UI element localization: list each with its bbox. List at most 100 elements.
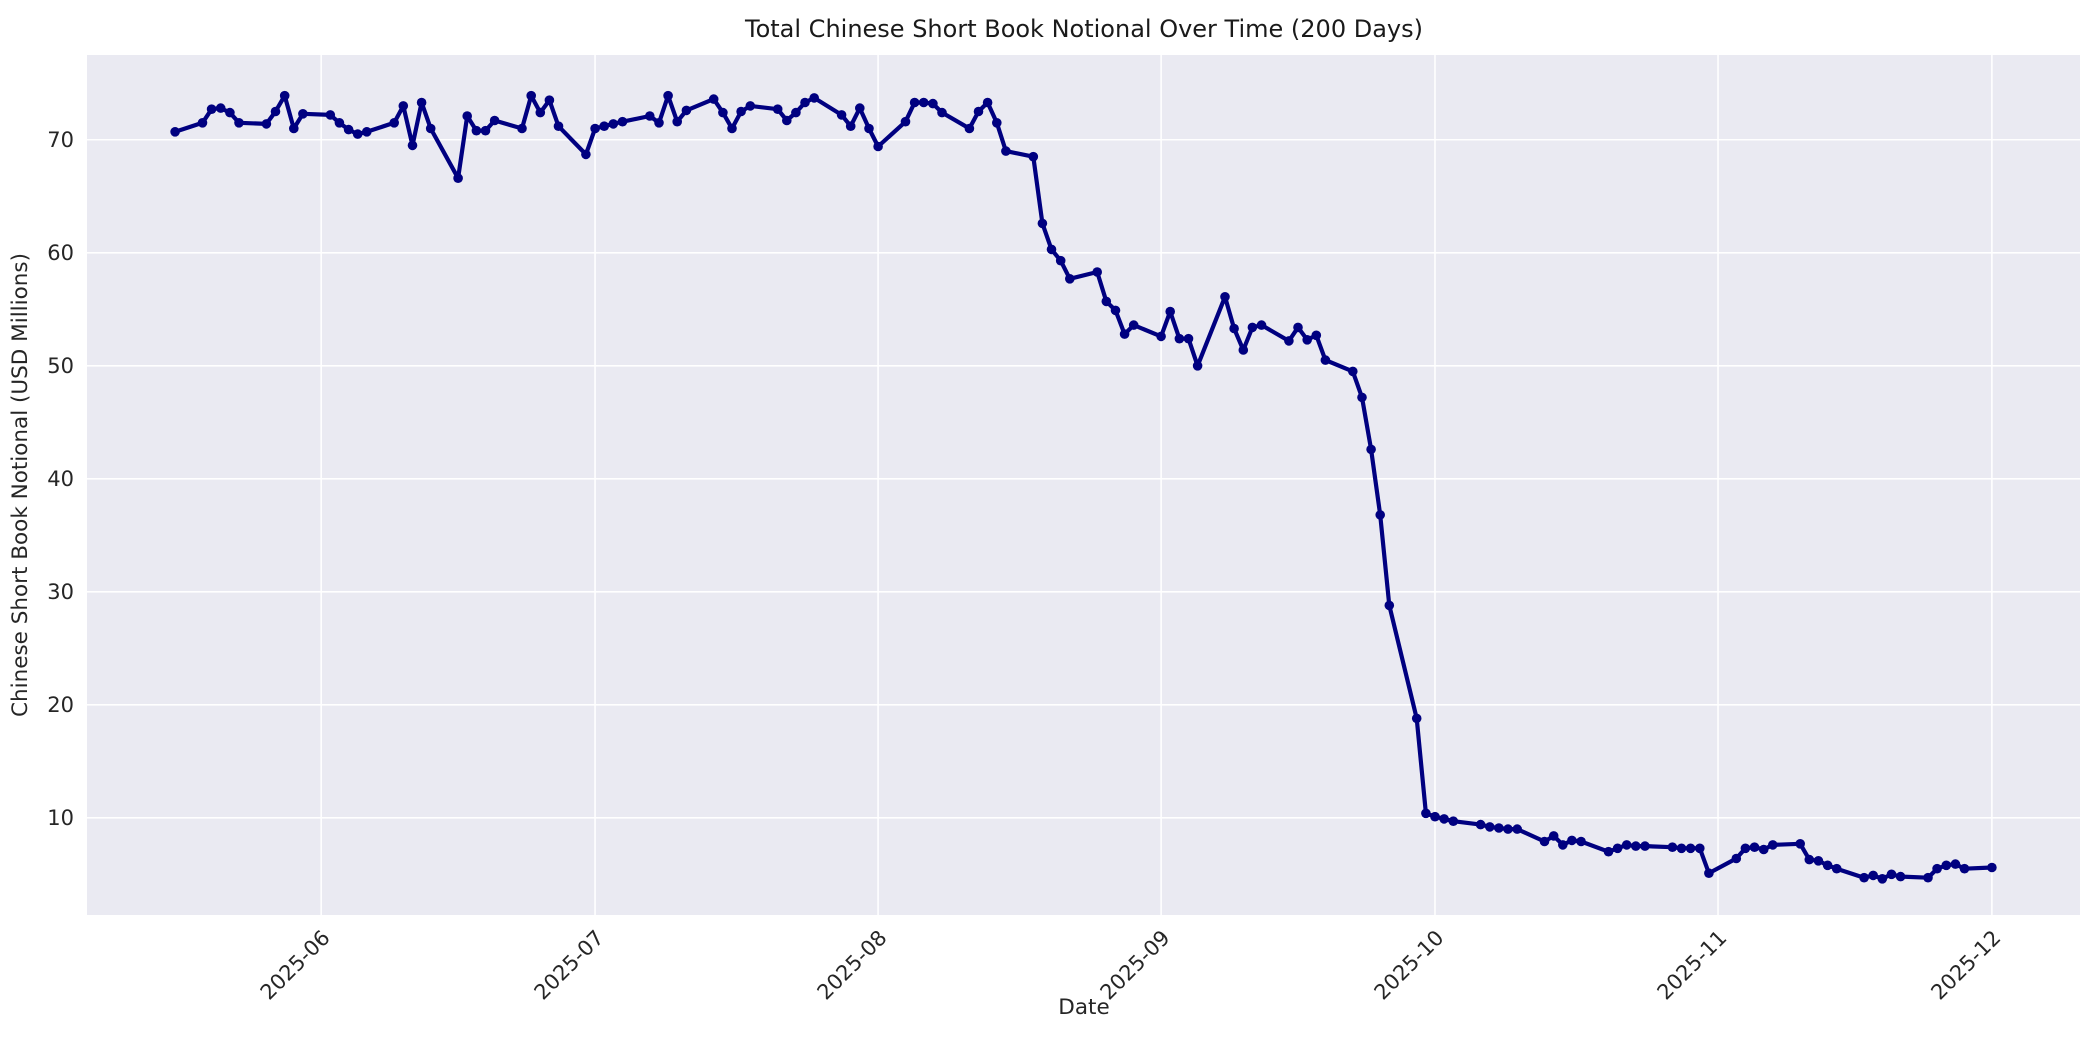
data-point xyxy=(206,104,217,114)
y-tick-label: 60 xyxy=(47,241,74,265)
data-point xyxy=(1421,808,1431,819)
data-point xyxy=(1768,840,1778,850)
data-point xyxy=(1548,831,1559,841)
data-point xyxy=(1375,510,1385,520)
data-point xyxy=(170,127,180,137)
data-point xyxy=(416,97,427,108)
data-point xyxy=(1183,333,1194,344)
data-point xyxy=(1804,854,1815,865)
data-point xyxy=(1485,822,1495,832)
data-point xyxy=(672,116,682,127)
data-point xyxy=(1795,839,1805,849)
data-point xyxy=(1238,345,1249,355)
data-point xyxy=(1001,146,1011,156)
data-point xyxy=(663,90,673,101)
x-tick-label: 2025-11 xyxy=(1653,926,1732,1005)
data-point xyxy=(1494,823,1504,833)
data-point xyxy=(1220,292,1230,302)
x-tick-label: 2025-07 xyxy=(530,926,609,1005)
data-point xyxy=(1731,853,1742,864)
data-point xyxy=(1987,862,1997,873)
y-tick-label: 10 xyxy=(47,806,74,830)
data-point xyxy=(608,119,619,129)
data-point xyxy=(1284,336,1294,346)
y-tick-label: 20 xyxy=(47,693,74,717)
data-point xyxy=(1046,244,1057,255)
data-point xyxy=(745,101,756,111)
data-point xyxy=(1603,846,1614,857)
data-point xyxy=(1229,323,1239,334)
data-point xyxy=(1293,322,1303,333)
data-point xyxy=(1302,335,1312,345)
data-point xyxy=(1959,863,1970,874)
data-point xyxy=(1411,713,1422,724)
data-point xyxy=(1119,329,1130,339)
data-point xyxy=(544,95,555,105)
data-point xyxy=(215,103,226,113)
data-point xyxy=(1247,322,1258,333)
data-point xyxy=(1612,843,1623,854)
data-point xyxy=(937,107,947,118)
data-point xyxy=(389,118,400,128)
plot-area xyxy=(87,55,2080,915)
data-point xyxy=(1576,836,1586,847)
x-tick-label: 2025-08 xyxy=(813,926,892,1005)
data-point xyxy=(782,115,792,126)
data-point xyxy=(727,123,737,134)
data-point xyxy=(964,123,975,134)
y-tick-label: 40 xyxy=(47,467,74,491)
data-point xyxy=(1667,842,1678,852)
data-point xyxy=(1366,444,1376,455)
data-point xyxy=(982,97,993,108)
data-point xyxy=(1886,869,1897,880)
data-point xyxy=(973,106,984,117)
data-point xyxy=(900,116,911,127)
data-point xyxy=(1640,841,1650,851)
data-point xyxy=(480,125,491,136)
data-point xyxy=(261,119,272,129)
data-point xyxy=(1448,816,1459,826)
x-tick-label: 2025-10 xyxy=(1370,926,1449,1005)
chart-title: Total Chinese Short Book Notional Over T… xyxy=(744,15,1423,43)
data-point xyxy=(791,107,801,118)
data-point xyxy=(855,103,865,113)
data-point xyxy=(553,121,564,131)
data-point xyxy=(334,118,345,128)
data-point xyxy=(1704,868,1714,878)
data-point xyxy=(1348,366,1358,377)
data-point xyxy=(453,173,463,183)
data-point xyxy=(298,109,308,119)
data-point xyxy=(1868,870,1878,881)
data-point xyxy=(1685,843,1696,854)
data-point xyxy=(1621,840,1632,850)
data-point xyxy=(1439,814,1449,824)
data-point xyxy=(845,121,856,131)
data-point xyxy=(1558,840,1568,850)
data-point xyxy=(1384,600,1395,611)
data-point xyxy=(1430,811,1440,822)
data-point xyxy=(617,116,628,127)
x-tick-label: 2025-09 xyxy=(1096,926,1175,1005)
y-tick-label: 30 xyxy=(47,580,74,604)
x-tick-label: 2025-12 xyxy=(1926,926,2005,1005)
data-point xyxy=(1539,836,1550,847)
data-point xyxy=(736,106,746,117)
data-point xyxy=(1831,863,1842,874)
data-point xyxy=(1941,860,1952,871)
data-point xyxy=(581,149,591,160)
data-point xyxy=(1877,874,1888,884)
data-point xyxy=(407,140,418,151)
data-point xyxy=(197,118,208,128)
x-tick-label: 2025-06 xyxy=(256,926,335,1005)
data-point xyxy=(1174,333,1185,344)
data-point xyxy=(1932,863,1942,874)
data-point xyxy=(1192,361,1203,371)
data-point xyxy=(1065,274,1075,284)
data-point xyxy=(1567,835,1577,846)
data-point xyxy=(1923,872,1933,883)
data-point xyxy=(1101,296,1112,307)
data-point xyxy=(270,106,281,117)
y-axis-label: Chinese Short Book Notional (USD Million… xyxy=(8,253,33,717)
data-point xyxy=(535,107,546,118)
data-point xyxy=(1503,824,1513,834)
